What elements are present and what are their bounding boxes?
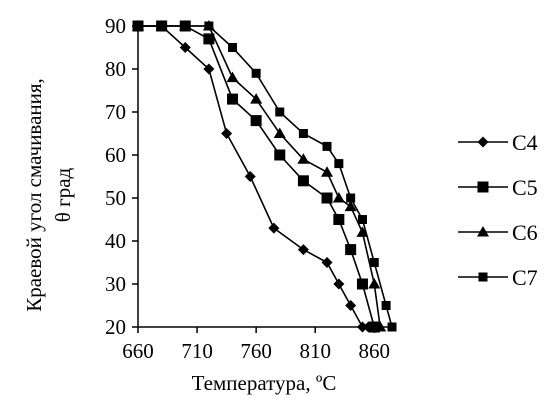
- legend-label: C7: [512, 265, 538, 290]
- series-c4-point: [333, 278, 345, 290]
- series-c6: [132, 20, 387, 332]
- legend-marker: [478, 272, 488, 282]
- series-c4-point: [268, 222, 280, 234]
- series-c7-point: [251, 68, 261, 78]
- series-c5-point: [227, 93, 239, 105]
- x-tick-label: 660: [122, 339, 154, 363]
- series-c5-point: [321, 192, 333, 204]
- y-tick-label: 50: [105, 186, 126, 210]
- legend-item-c4: C4: [458, 130, 538, 155]
- series-c7-point: [275, 107, 285, 117]
- series-c6-point: [356, 226, 369, 237]
- legend-label: C4: [512, 130, 538, 155]
- series-c6-point: [321, 166, 334, 177]
- series-c7-point: [346, 193, 356, 203]
- x-tick-label: 710: [181, 339, 213, 363]
- y-tick-label: 80: [105, 57, 126, 81]
- series-c7-point: [369, 258, 379, 267]
- series-c7-point: [133, 21, 143, 31]
- series-c5-point: [345, 244, 357, 256]
- series-c6-point: [250, 93, 263, 104]
- x-tick-label: 760: [240, 339, 272, 363]
- series-c5-point: [356, 278, 368, 290]
- y-tick-label: 40: [105, 229, 126, 253]
- series-c6-point: [368, 278, 381, 289]
- series-c4: [132, 20, 374, 333]
- series-c7-point: [381, 301, 391, 310]
- series-c6-point: [374, 321, 387, 332]
- plot-area: 20 30 40 50 60 70 80 90 660 710 760 810 860: [105, 14, 397, 363]
- y-tick-label: 90: [105, 14, 126, 38]
- series-c4-point: [297, 244, 309, 256]
- series-c4-point: [321, 257, 333, 268]
- series-c7-point: [357, 215, 367, 224]
- y-tick-label: 20: [105, 315, 126, 339]
- y-tick-label: 60: [105, 143, 126, 167]
- series-c5-point: [333, 214, 345, 225]
- y-tick-label: 70: [105, 100, 126, 124]
- legend-item-c7: C7: [458, 265, 538, 290]
- series-c4-point: [345, 300, 357, 311]
- series-c7-point: [334, 159, 344, 169]
- series-layer: [132, 20, 397, 333]
- series-c5-point: [250, 115, 262, 127]
- legend-marker: [477, 226, 489, 237]
- series-c7-point: [298, 129, 308, 138]
- series-c4-point: [221, 128, 233, 139]
- series-c5-point: [368, 321, 380, 333]
- series-c5-point: [297, 175, 309, 187]
- legend-marker: [477, 181, 489, 193]
- series-c7-point: [157, 21, 167, 31]
- series-c7-line: [138, 25, 393, 328]
- series-c6-point: [344, 200, 357, 212]
- legend-label: C6: [512, 220, 538, 245]
- y-axis-title-line-1: Краевой угол смачивания,: [22, 78, 46, 312]
- legend-item-c5: C5: [458, 175, 538, 200]
- x-tick-label: 860: [359, 339, 391, 363]
- series-c4-point: [179, 42, 191, 53]
- series-c5-point: [274, 149, 286, 161]
- legend-item-c6: C6: [458, 220, 538, 245]
- series-c6-point: [332, 192, 345, 203]
- x-axis-title: Температура, ºС: [192, 371, 337, 395]
- series-c6-point: [273, 127, 286, 138]
- series-c7-point: [180, 21, 190, 31]
- y-tick-label: 30: [105, 272, 126, 296]
- series-c6-point: [297, 153, 310, 164]
- y-axis-title: Краевой угол смачивания, θ град: [22, 78, 75, 312]
- series-c5-point: [203, 33, 215, 45]
- legend-label: C5: [512, 175, 538, 200]
- x-axis-ticks: 660 710 760 810 860: [122, 327, 390, 363]
- series-c7-point: [228, 43, 238, 52]
- legend: C4 C5 C6 C7: [458, 130, 538, 290]
- series-c7-point: [322, 141, 332, 151]
- series-c4-point: [244, 171, 256, 182]
- series-c7-point: [387, 322, 397, 332]
- y-axis-ticks: 20 30 40 50 60 70 80 90: [105, 14, 138, 339]
- series-c4-point: [356, 321, 368, 333]
- series-c7: [133, 21, 397, 332]
- series-c4-point: [203, 63, 215, 75]
- y-axis-title-line-2: θ град: [51, 167, 75, 222]
- legend-marker: [477, 136, 489, 148]
- series-c6-point: [226, 71, 239, 83]
- series-c7-point: [204, 21, 214, 31]
- x-tick-label: 810: [299, 339, 331, 363]
